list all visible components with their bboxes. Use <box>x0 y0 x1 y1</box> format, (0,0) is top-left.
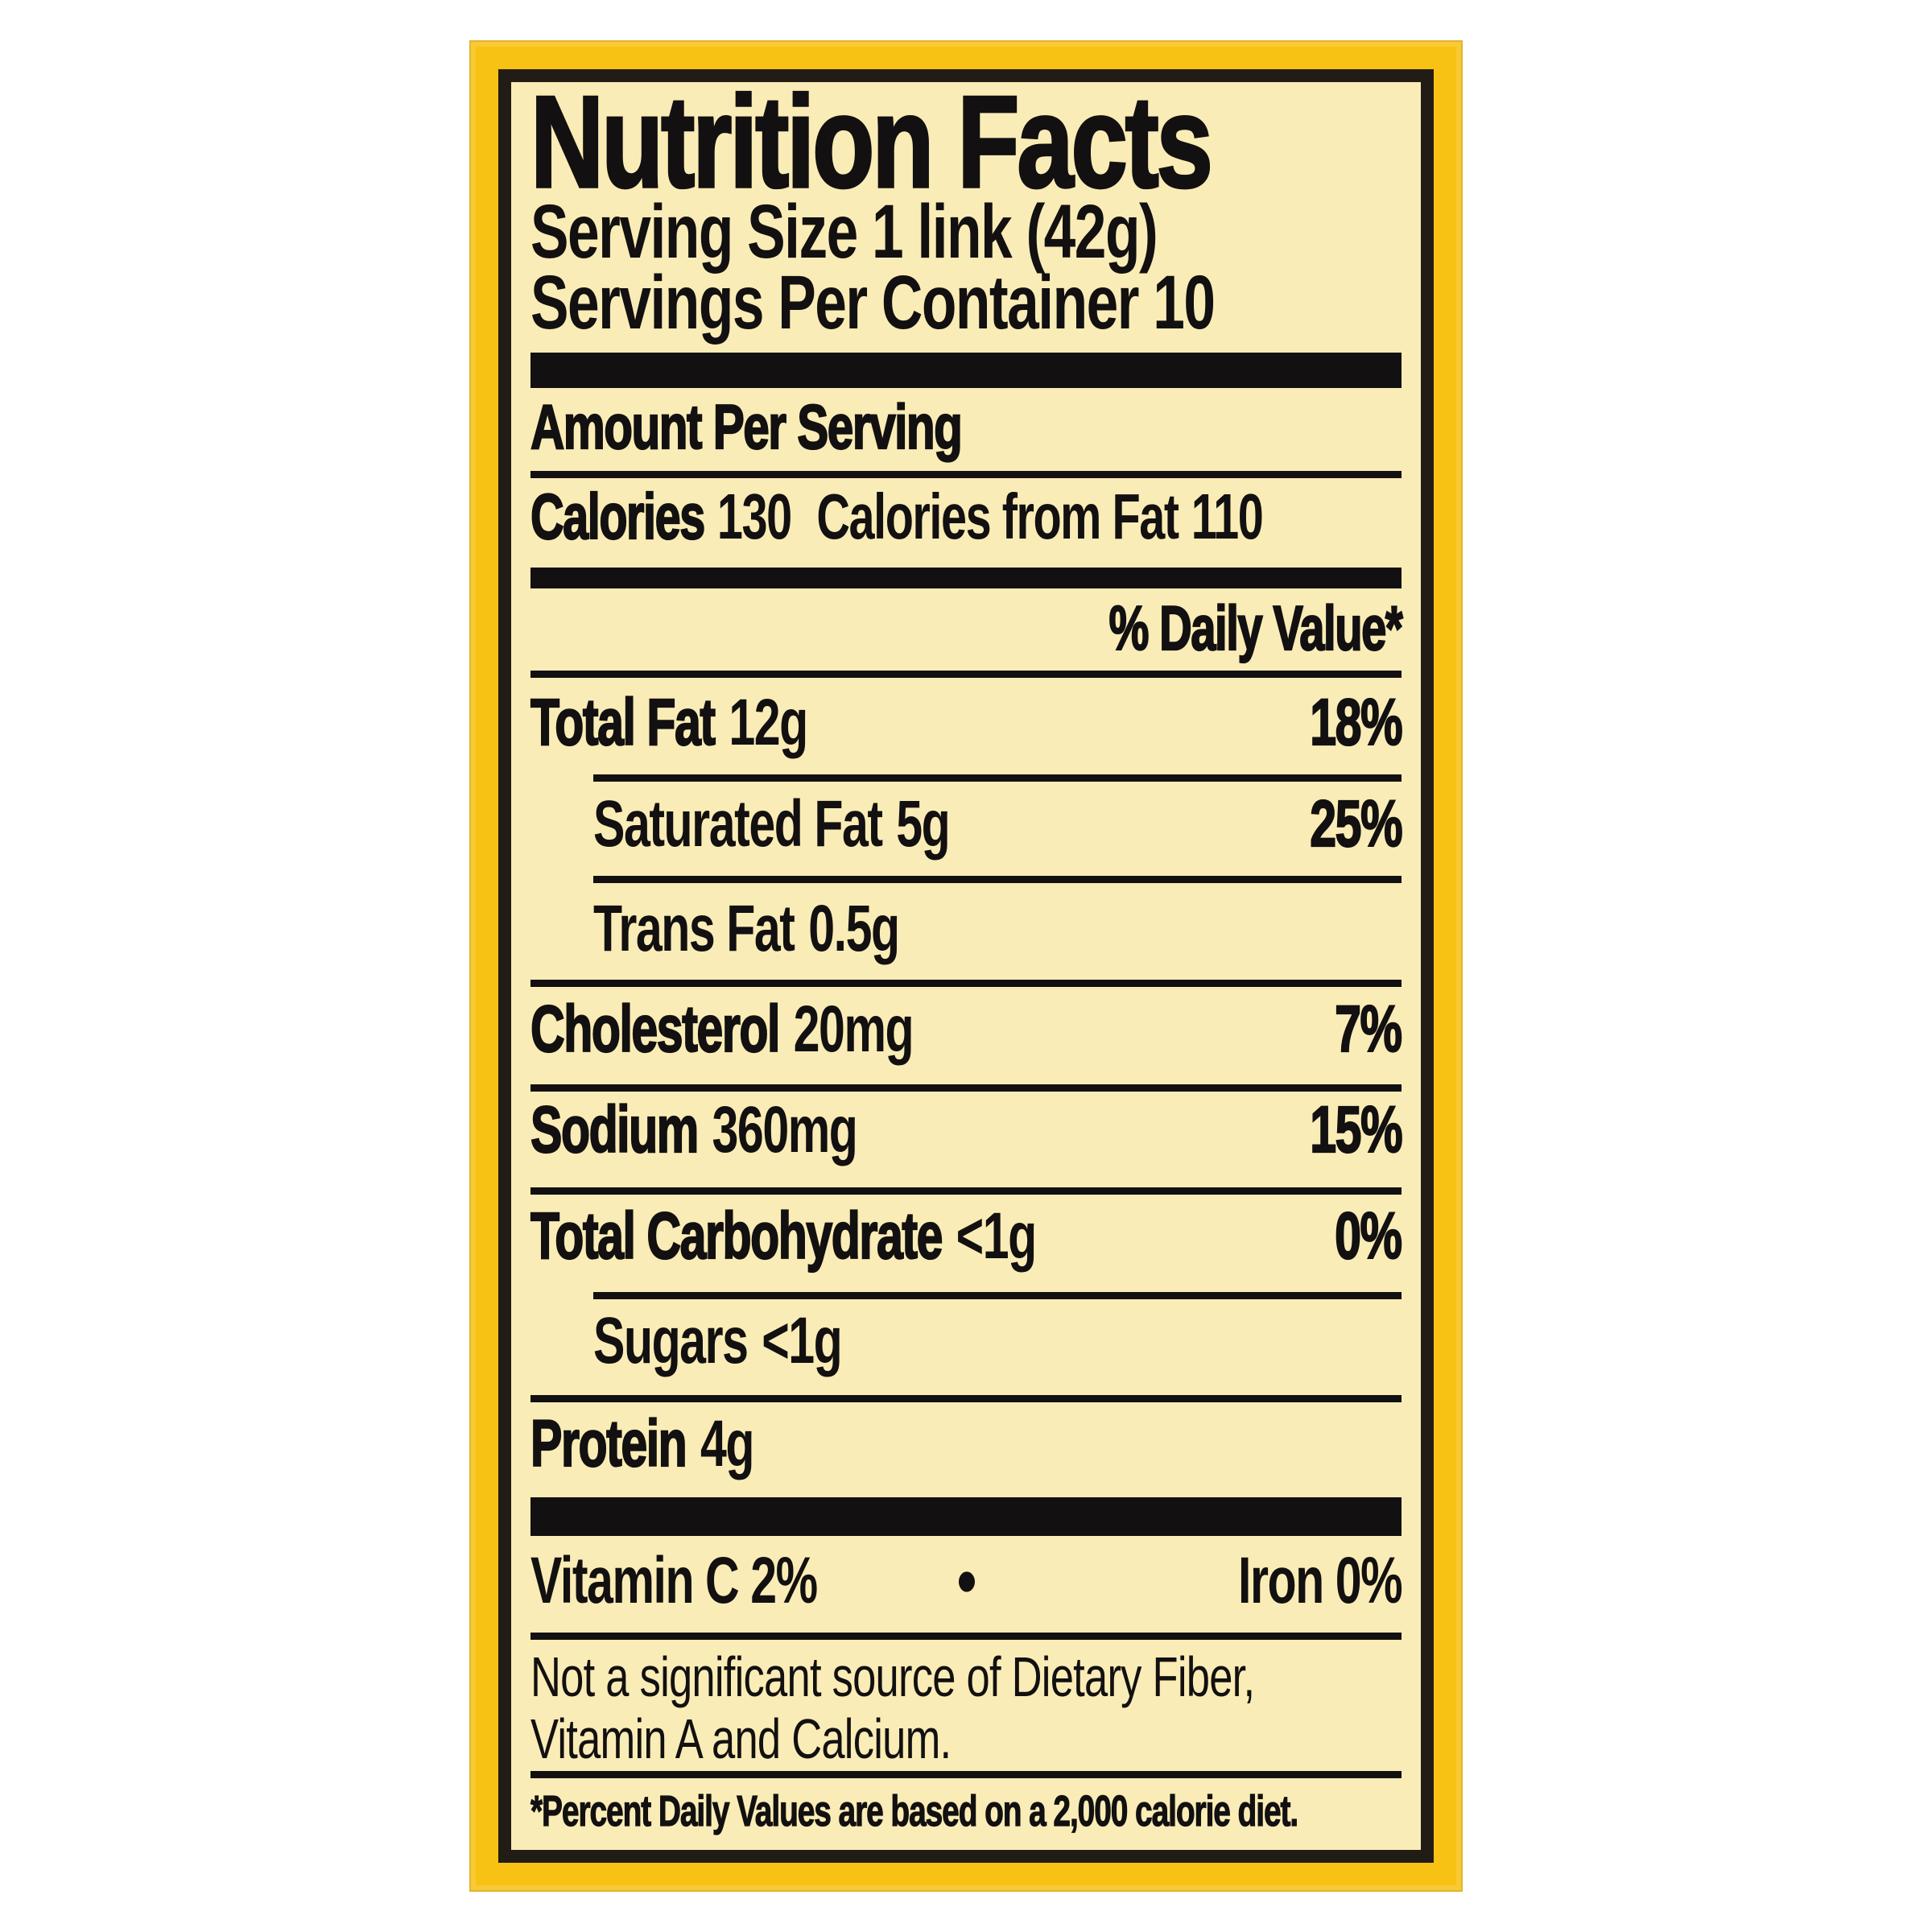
nutrient-name: Trans Fat <box>593 892 795 965</box>
divider-thin-8 <box>530 1771 1402 1778</box>
nutrient-name-amount: Sodium 360mg <box>530 1096 858 1163</box>
calories-label: Calories <box>530 481 706 552</box>
amount-per-serving: Amount Per Serving <box>530 391 1402 462</box>
divider-bar-thick-bottom <box>530 1497 1402 1536</box>
nutrient-amount: 20mg <box>793 993 914 1066</box>
label-panel: Nutrition Facts Serving Size 1 link (42g… <box>511 76 1421 1850</box>
serving-size: Serving Size 1 link (42g) <box>530 194 1402 270</box>
label-inner-frame: Nutrition Facts Serving Size 1 link (42g… <box>498 69 1434 1863</box>
not-significant-text-1: Not a significant source of Dietary Fibe… <box>530 1645 1255 1708</box>
label-title: Nutrition Facts <box>530 69 1402 215</box>
divider-thin-6 <box>530 1395 1402 1402</box>
row-sugars: Sugars <1g <box>530 1308 1402 1374</box>
daily-value-header: % Daily Value* <box>530 592 1403 663</box>
nutrient-name: Cholesterol <box>530 993 781 1066</box>
row-trans-fat: Trans Fat 0.5g <box>530 896 1402 962</box>
divider-thin-7 <box>530 1633 1402 1640</box>
nutrient-name-amount: Total Carbohydrate <1g <box>530 1202 1037 1269</box>
row-total-carbohydrate: Total Carbohydrate <1g 0% <box>530 1199 1403 1273</box>
nutrient-amount: <1g <box>956 1199 1038 1273</box>
calories-row-text: Calories 130 Calories from Fat 110 <box>530 483 1264 549</box>
nutrient-name: Total Fat <box>530 686 716 759</box>
divider-thin-2 <box>530 671 1402 678</box>
row-protein: Protein 4g <box>530 1410 1402 1477</box>
nutrition-facts-label: Nutrition Facts Serving Size 1 link (42g… <box>469 40 1463 1892</box>
iron-cell: Iron 0% <box>983 1544 1403 1617</box>
amount-per-serving-text: Amount Per Serving <box>530 391 964 462</box>
footnote-text: *Percent Daily Values are based on a 2,0… <box>530 1787 1299 1835</box>
calories-from-fat-value: 110 <box>1191 481 1264 552</box>
divider-bar-thick-top <box>530 353 1402 388</box>
calories-row: Calories 130 Calories from Fat 110 <box>530 483 1402 549</box>
divider-bar-medium <box>530 568 1402 588</box>
vitamin-c-cell: Vitamin C 2% <box>530 1548 949 1614</box>
nutrient-dv: 25% <box>1309 787 1403 861</box>
divider-thin-4 <box>530 1084 1402 1092</box>
nutrient-name-amount: Cholesterol 20mg <box>530 995 914 1063</box>
footnote: *Percent Daily Values are based on a 2,0… <box>530 1787 1402 1835</box>
nutrient-name-amount: Saturated Fat 5g <box>593 791 951 857</box>
nutrient-name: Saturated Fat <box>593 787 883 861</box>
row-saturated-fat: Saturated Fat 5g 25% <box>530 787 1403 861</box>
iron-text: Iron 0% <box>1237 1544 1403 1617</box>
nutrient-name-amount: Protein 4g <box>530 1410 754 1477</box>
servings-per-container-text: Servings Per Container 10 <box>530 260 1216 345</box>
nutrient-name-amount: Trans Fat 0.5g <box>593 896 900 962</box>
nutrient-name: Total Carbohydrate <box>530 1199 943 1273</box>
bullet-separator-icon: • <box>956 1542 976 1620</box>
vitamin-c-text: Vitamin C 2% <box>530 1544 818 1617</box>
label-title-text: Nutrition Facts <box>530 69 1215 215</box>
not-significant-text-2: Vitamin A and Calcium. <box>530 1707 952 1770</box>
nutrient-name: Protein <box>530 1407 687 1480</box>
vitamin-row: Vitamin C 2% • Iron 0% <box>530 1542 1403 1620</box>
nutrient-name: Sodium <box>530 1093 700 1166</box>
servings-per-container: Servings Per Container 10 <box>530 265 1402 341</box>
nutrient-name: Sugars <box>593 1304 749 1377</box>
nutrient-amount: 5g <box>896 787 950 861</box>
divider-thin-indent-2 <box>593 876 1402 883</box>
nutrient-amount: 12g <box>729 686 808 759</box>
nutrient-name-amount: Total Fat 12g <box>530 688 808 756</box>
nutrient-dv: 7% <box>1335 993 1403 1066</box>
nutrient-amount: <1g <box>762 1304 843 1377</box>
nutrient-dv: 0% <box>1335 1199 1403 1273</box>
daily-value-header-text: % Daily Value* <box>1108 592 1403 663</box>
nutrient-name-amount: Sugars <1g <box>593 1308 843 1374</box>
divider-thin-indent-3 <box>593 1292 1402 1299</box>
divider-thin-3 <box>530 980 1402 987</box>
calories-from-fat-label: Calories from Fat <box>816 481 1179 552</box>
not-significant-line-1: Not a significant source of Dietary Fibe… <box>530 1646 1402 1708</box>
nutrient-amount: 4g <box>700 1407 754 1480</box>
serving-size-text: Serving Size 1 link (42g) <box>530 189 1158 275</box>
row-sodium: Sodium 360mg 15% <box>530 1093 1403 1166</box>
divider-thin-indent-1 <box>593 774 1402 782</box>
nutrient-amount: 360mg <box>712 1093 858 1166</box>
divider-thin-5 <box>530 1187 1402 1195</box>
nutrient-amount: 0.5g <box>808 892 900 965</box>
not-significant-line-2: Vitamin A and Calcium. <box>530 1708 1402 1770</box>
row-cholesterol: Cholesterol 20mg 7% <box>530 993 1403 1066</box>
divider-thin-1 <box>530 471 1402 478</box>
nutrient-dv: 15% <box>1309 1093 1403 1166</box>
row-total-fat: Total Fat 12g 18% <box>530 686 1403 759</box>
nutrient-dv: 18% <box>1309 686 1403 759</box>
calories-value: 130 <box>716 481 792 552</box>
